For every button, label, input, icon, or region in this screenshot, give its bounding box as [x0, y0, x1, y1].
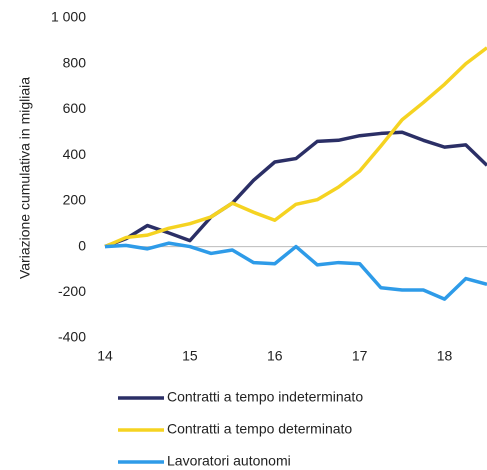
x-tick-label: 16: [267, 348, 283, 364]
y-tick-label: -200: [58, 283, 86, 299]
x-tick-label: 14: [97, 348, 113, 364]
y-tick-label: 400: [63, 146, 87, 162]
y-tick-label: 600: [63, 100, 87, 116]
y-tick-label: 800: [63, 54, 87, 70]
x-tick-label: 18: [437, 348, 453, 364]
series-line: [104, 46, 487, 249]
x-tick-label: 17: [352, 348, 368, 364]
legend-label: Contratti a tempo determinato: [167, 421, 352, 437]
y-tick-label: 200: [63, 192, 87, 208]
series-line: [104, 241, 487, 301]
y-tick-label: 1 000: [51, 9, 86, 25]
legend-label: Lavoratori autonomi: [167, 453, 291, 469]
y-tick-label: -400: [58, 329, 86, 345]
y-tick-label: 0: [78, 237, 86, 253]
legend-label: Contratti a tempo indeterminato: [167, 389, 363, 405]
x-tick-label: 15: [182, 348, 198, 364]
series-line: [104, 130, 487, 249]
y-axis-label: Variazione cumulativa in migliaia: [17, 77, 33, 279]
